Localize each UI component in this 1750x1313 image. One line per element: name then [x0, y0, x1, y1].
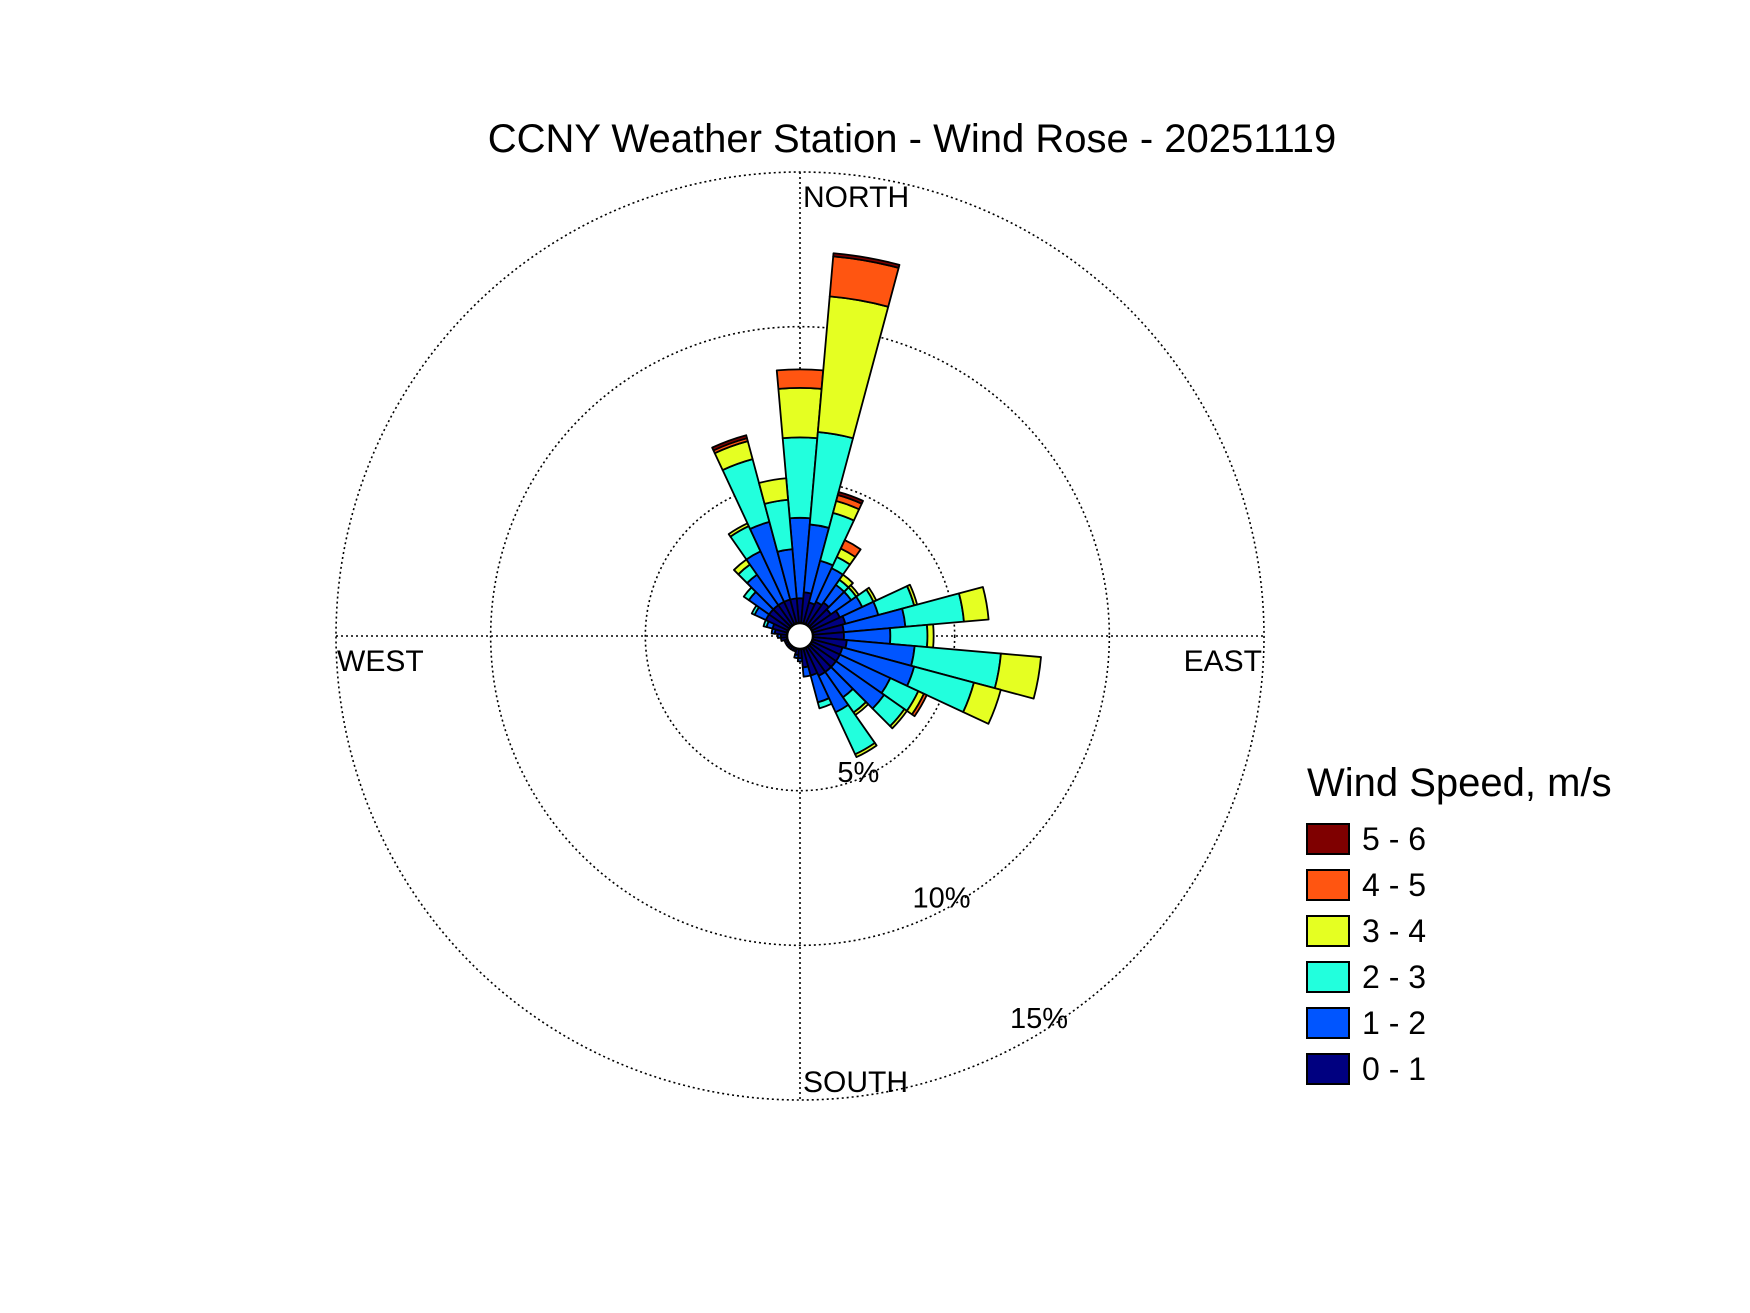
bar-segment-340-bin-5 [711, 434, 748, 452]
legend: Wind Speed, m/s 5 - 6 4 - 5 3 - 4 2 - 3 1 - … [1306, 761, 1612, 1087]
grid-ring-5 [644, 480, 956, 792]
bar-segment-100-bin-3 [993, 652, 1042, 700]
legend-label-1: 4 - 5 [1362, 867, 1426, 903]
direction-label-south: SOUTH [803, 1066, 908, 1099]
legend-label-3: 2 - 3 [1362, 959, 1426, 995]
bar-segment-0-bin-3 [777, 387, 823, 440]
bar-segment-20-bin-5 [836, 491, 864, 505]
ring-label-10: 10% [912, 882, 970, 914]
bar-segment-120-bin-4 [911, 692, 928, 718]
legend-swatch-4 [1306, 1007, 1350, 1039]
bar-segment-130-bin-3 [889, 708, 908, 730]
direction-label-west: WEST [337, 645, 424, 678]
ring-label-5: 5% [837, 757, 879, 789]
bar-segment-350-bin-3 [758, 477, 789, 505]
direction-label-north: NORTH [803, 181, 909, 214]
legend-label-2: 3 - 4 [1362, 913, 1426, 949]
bar-segment-110-bin-3 [962, 681, 1002, 725]
chart-title: CCNY Weather Station - Wind Rose - 20251… [488, 117, 1337, 161]
direction-label-east: EAST [1184, 645, 1262, 678]
wind-bars [711, 252, 1042, 759]
bar-segment-180-bin-1 [796, 657, 804, 663]
legend-swatch-0 [1306, 823, 1350, 855]
grid-ring-10 [489, 325, 1111, 947]
bar-segment-90-bin-3 [926, 623, 935, 649]
bar-segment-80-bin-3 [958, 586, 990, 623]
legend-label-5: 0 - 1 [1362, 1051, 1426, 1087]
polar-grid [335, 171, 1265, 1101]
legend-swatch-5 [1306, 1053, 1350, 1085]
legend-title: Wind Speed, m/s [1307, 761, 1612, 805]
bar-segment-0-bin-4 [775, 368, 825, 390]
bar-segment-170-bin-1 [801, 665, 812, 678]
ring-label-15: 15% [1010, 1003, 1068, 1035]
legend-swatch-3 [1306, 961, 1350, 993]
ring-labels: 5% 10% 15% [837, 757, 1068, 1035]
bar-segment-40-bin-3 [838, 573, 854, 589]
legend-label-4: 1 - 2 [1362, 1005, 1426, 1041]
legend-swatch-2 [1306, 915, 1350, 947]
bar-segment-150-bin-3 [854, 742, 878, 759]
bar-segment-30-bin-4 [839, 539, 862, 558]
legend-label-0: 5 - 6 [1362, 821, 1426, 857]
bar-segment-160-bin-2 [816, 697, 833, 710]
bar-segment-10-bin-5 [832, 252, 901, 269]
legend-swatch-1 [1306, 869, 1350, 901]
center-hub [785, 621, 815, 651]
bar-segment-190-bin-1 [793, 653, 800, 660]
